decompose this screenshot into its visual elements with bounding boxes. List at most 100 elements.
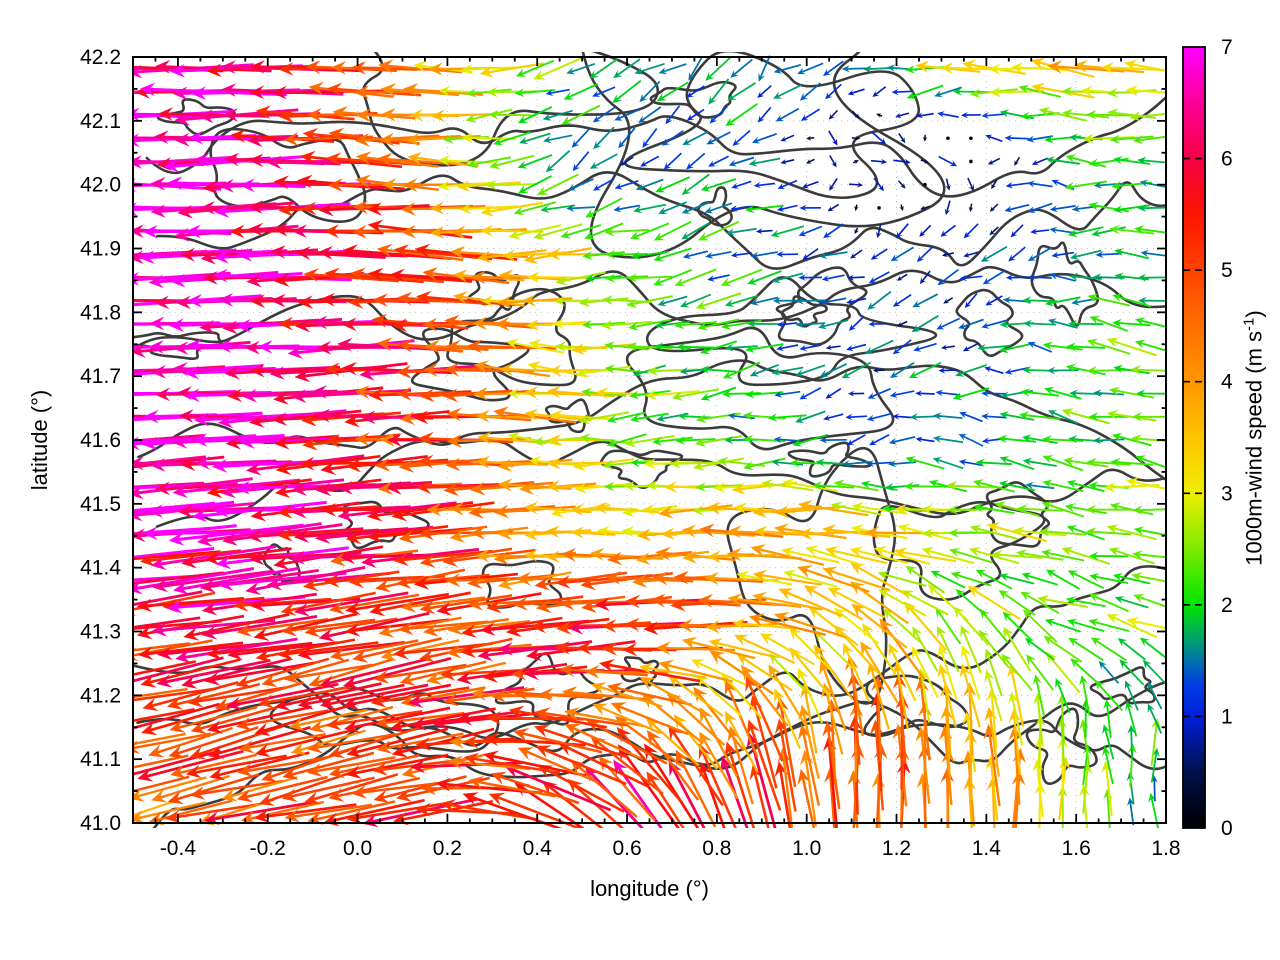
wind-arrow-head [1057, 694, 1067, 706]
wind-arrow-head [842, 642, 854, 657]
wind-arrow-head [168, 318, 185, 333]
wind-arrow-shaft [733, 58, 753, 76]
wind-arrow-shaft [1052, 320, 1078, 329]
wind-arrow-shaft [133, 702, 220, 730]
wind-arrow-head [1129, 111, 1141, 122]
wind-arrow-head [780, 159, 787, 165]
wind-arrow-shaft [1093, 296, 1131, 307]
wind-arrow-shaft [990, 157, 1001, 164]
wind-arrow-head [969, 88, 982, 99]
wind-arrow-head [517, 115, 528, 124]
wind-arrow-head [115, 722, 131, 735]
wind-arrow-shaft [1071, 598, 1106, 608]
wind-arrow-shaft [196, 686, 286, 703]
wind-arrow-head [900, 137, 906, 144]
wind-arrow-head [1039, 526, 1051, 537]
wind-arrow-head [399, 411, 416, 426]
wind-arrow-head [773, 523, 789, 537]
wind-arrow-shaft [923, 205, 930, 210]
wind-arrow-shaft [658, 220, 692, 239]
wind-arrow-head [613, 205, 622, 213]
wind-arrow-head [497, 576, 514, 590]
wind-arrow-shaft [966, 342, 980, 351]
wind-arrow-shaft [880, 549, 931, 566]
wind-arrow-head [920, 205, 927, 211]
wind-arrow-head [1112, 318, 1122, 328]
wind-arrow-shaft [549, 150, 571, 170]
wind-arrow-head [590, 736, 607, 751]
wind-arrow-shaft [1100, 252, 1122, 256]
wind-arrow-shaft [133, 749, 221, 776]
wind-arrow-shaft [680, 268, 717, 285]
wind-arrow-head [571, 139, 580, 148]
wind-arrow-head [988, 63, 1001, 75]
wind-arrow-shaft [262, 612, 358, 637]
wind-arrow-shaft [945, 252, 955, 256]
wind-arrow-head [1022, 434, 1032, 443]
wind-arrow-head [398, 621, 414, 636]
wind-arrow-head [708, 638, 724, 651]
wind-arrow-shaft [898, 682, 907, 764]
wind-arrow-head [841, 460, 851, 468]
wind-arrow-head [802, 182, 810, 189]
wind-arrow-shaft [266, 771, 353, 803]
wind-arrow-head [447, 621, 464, 636]
wind-arrow-head [466, 159, 478, 169]
wind-arrow-head [1088, 481, 1099, 491]
wind-arrow-head [376, 243, 393, 258]
wind-arrow-head [150, 458, 166, 472]
wind-arrow-shaft [133, 687, 188, 699]
wind-arrow-head [593, 140, 602, 150]
wind-arrow-head [316, 482, 332, 497]
wind-arrow-head [802, 253, 810, 260]
wind-arrow-head [825, 698, 839, 715]
wind-arrow-head [1106, 614, 1120, 624]
wind-arrow-head [713, 482, 726, 493]
wind-arrow-head [1064, 181, 1075, 191]
wind-arrow-head [440, 799, 457, 813]
wind-arrow-head [202, 271, 218, 285]
wind-arrow-head [681, 186, 692, 195]
wind-arrow-shaft [466, 205, 519, 211]
wind-arrow-shaft [1013, 734, 1021, 805]
wind-arrow-head [312, 315, 328, 330]
wind-arrow-shaft [573, 784, 625, 828]
wind-arrow-head [191, 508, 208, 523]
wind-arrow-head [727, 412, 736, 420]
wind-arrow-head [324, 433, 341, 448]
wind-arrow-head [423, 623, 439, 637]
wind-arrow-head [246, 273, 262, 288]
wind-arrow-shaft [1130, 730, 1134, 759]
wind-arrow-head [559, 596, 575, 611]
wind-arrow-shaft [985, 415, 1007, 419]
wind-arrow-head [654, 320, 665, 330]
wind-arrow-head [350, 267, 366, 282]
wind-arrow-shaft [793, 652, 832, 698]
wind-arrow-shaft [878, 114, 883, 117]
colorbar-tick-label: 5 [1221, 259, 1233, 282]
wind-arrow-shaft [1114, 549, 1155, 565]
wind-arrow-head [155, 387, 171, 402]
wind-arrow-head [257, 340, 273, 354]
wind-arrow-head [133, 507, 143, 522]
wind-arrow-head [876, 113, 882, 118]
wind-arrow-head [446, 407, 462, 422]
wind-arrow-head [964, 301, 972, 309]
wind-arrow-shaft [729, 294, 759, 305]
wind-arrow-head [566, 67, 576, 75]
wind-arrow-head [795, 297, 804, 305]
wind-arrow-head [402, 83, 419, 97]
wind-arrow-head [368, 267, 384, 282]
wind-arrow-head [450, 225, 466, 239]
wind-arrow-shaft [940, 651, 958, 700]
wind-arrow-shaft [986, 269, 1006, 283]
wind-arrow-head [880, 158, 888, 165]
wind-arrow-shaft [658, 247, 692, 260]
wind-arrow-shaft [416, 686, 525, 704]
wind-arrow-head [320, 696, 336, 710]
wind-arrow-shaft [543, 711, 627, 727]
wind-arrow-shaft [759, 548, 825, 567]
wind-arrow-head [937, 625, 947, 638]
wind-arrow-head [1061, 546, 1074, 557]
wind-arrow-shaft [755, 296, 779, 304]
